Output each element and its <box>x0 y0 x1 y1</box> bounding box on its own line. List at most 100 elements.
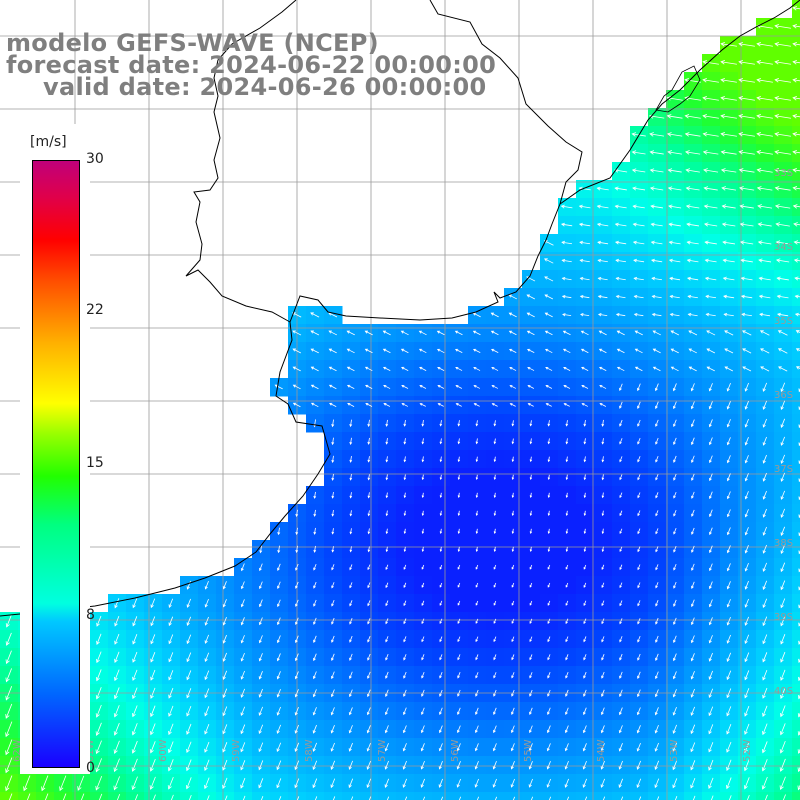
wind-arrow-head <box>582 729 586 734</box>
wind-arrow <box>780 508 786 518</box>
wind-arrow <box>386 796 390 800</box>
wind-arrow-head <box>793 222 798 227</box>
wind-arrow <box>222 706 228 716</box>
wind-arrow <box>347 366 355 372</box>
wind-arrow-head <box>691 531 694 535</box>
wind-arrow-head <box>421 549 425 552</box>
wind-arrow-head <box>581 385 585 388</box>
wind-arrow-head <box>655 405 658 410</box>
wind-arrow <box>703 115 719 119</box>
wind-arrow-head <box>437 366 441 370</box>
wind-arrow <box>597 205 609 209</box>
wind-arrow-head <box>258 658 262 662</box>
wind-arrow-head <box>420 766 424 770</box>
wind-arrow-head <box>547 567 550 570</box>
wind-arrow <box>583 707 587 715</box>
wind-arrow <box>583 725 587 733</box>
wind-arrow <box>758 259 772 263</box>
wind-arrow-head <box>690 766 694 771</box>
wind-arrow <box>763 526 767 536</box>
wind-arrow-head <box>601 513 605 517</box>
wind-arrow-head <box>364 348 369 352</box>
wind-arrow-head <box>365 384 369 388</box>
wind-arrow-head <box>691 603 694 608</box>
wind-arrow <box>548 796 552 800</box>
wind-arrow-head <box>744 658 748 663</box>
wind-arrow-head <box>708 477 712 482</box>
wind-arrow-head <box>403 513 407 517</box>
wind-arrow <box>726 688 732 698</box>
wind-arrow-head <box>780 514 784 518</box>
wind-arrow-head <box>579 276 584 281</box>
wind-arrow <box>438 403 444 407</box>
wind-arrow <box>422 438 424 444</box>
wind-arrow-head <box>421 477 425 481</box>
wind-arrow-head <box>475 603 478 606</box>
wind-arrow <box>295 599 299 607</box>
wind-arrow-head <box>294 675 298 680</box>
wind-arrow-head <box>385 531 389 535</box>
wind-arrow <box>545 367 553 371</box>
wind-arrow-head <box>780 532 784 536</box>
wind-arrow <box>292 348 302 354</box>
wind-arrow-head <box>798 640 800 645</box>
wind-cell <box>792 612 800 631</box>
wind-arrow-head <box>702 60 708 65</box>
wind-arrow <box>241 581 245 589</box>
wind-arrow <box>708 742 714 752</box>
wind-arrow <box>349 600 353 606</box>
wind-arrow <box>331 564 335 570</box>
wind-arrow <box>619 743 623 751</box>
wind-arrow <box>258 778 264 788</box>
wind-arrow <box>294 760 300 770</box>
wind-arrow <box>440 438 442 444</box>
wind-arrow-head <box>583 621 586 625</box>
wind-cell <box>594 792 613 800</box>
wind-arrow-head <box>527 366 531 370</box>
wind-arrow <box>581 367 589 371</box>
wind-arrow-head <box>637 405 640 409</box>
wind-arrow <box>223 617 227 625</box>
wind-arrow-head <box>113 767 118 773</box>
wind-arrow-head <box>598 348 603 352</box>
wind-arrow <box>26 793 31 800</box>
wind-arrow-head <box>292 348 296 352</box>
wind-arrow <box>655 725 659 733</box>
wind-arrow <box>620 796 624 800</box>
wind-arrow-head <box>565 423 569 427</box>
wind-arrow <box>705 241 717 245</box>
wind-arrow <box>529 654 533 660</box>
wind-arrow-head <box>740 258 745 263</box>
wind-arrow <box>401 385 409 389</box>
wind-arrow-head <box>457 693 460 697</box>
wind-arrow <box>563 330 571 336</box>
wind-cell <box>648 792 667 800</box>
wind-arrow-head <box>457 675 460 679</box>
wind-arrow <box>313 599 317 607</box>
wind-arrow <box>651 241 663 245</box>
wind-cell <box>792 144 800 163</box>
wind-arrow <box>619 707 623 715</box>
wind-arrow <box>703 169 719 173</box>
wind-arrow <box>96 615 102 627</box>
wind-arrow-head <box>384 766 388 770</box>
wind-cell <box>378 792 397 800</box>
wind-arrow-head <box>367 477 371 481</box>
wind-arrow-head <box>726 748 730 753</box>
wind-arrow-head <box>310 402 315 406</box>
wind-arrow <box>673 455 677 463</box>
wind-arrow-head <box>511 549 515 552</box>
wind-arrow-head <box>5 623 10 628</box>
wind-arrow <box>744 670 750 680</box>
wind-arrow-head <box>690 712 694 716</box>
wind-arrow <box>330 778 336 788</box>
wind-arrow <box>349 689 353 697</box>
wind-arrow <box>673 419 677 427</box>
wind-arrow-head <box>150 694 154 699</box>
wind-arrow-head <box>403 459 407 463</box>
wind-arrow <box>599 348 607 354</box>
wind-arrow-head <box>673 549 676 553</box>
wind-arrow-head <box>633 294 638 299</box>
